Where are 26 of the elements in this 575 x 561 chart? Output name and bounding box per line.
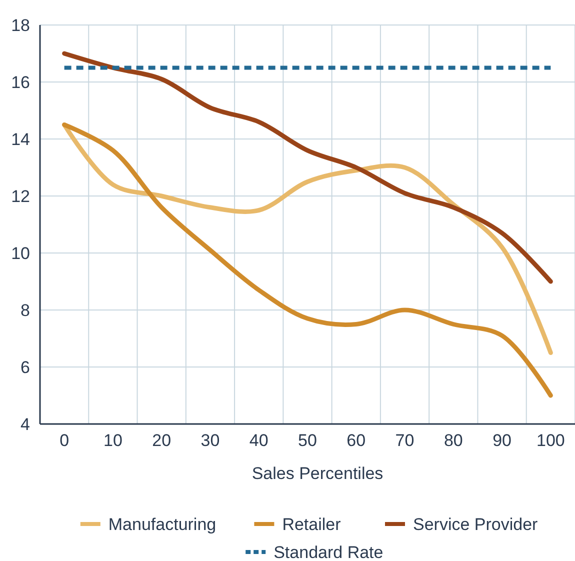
x-tick-label: 10: [103, 431, 122, 450]
legend-label: Retailer: [282, 514, 342, 534]
y-tick-label: 10: [11, 244, 30, 263]
y-tick-label: 16: [11, 72, 30, 92]
line-series: [62, 122, 553, 398]
legend-label: Manufacturing: [108, 514, 216, 534]
legend-label: Service Provider: [413, 514, 538, 534]
y-tick-label: 12: [11, 186, 30, 206]
x-tick-label: 70: [395, 431, 414, 450]
x-tick-label: 0: [60, 431, 70, 450]
line-series: [62, 51, 553, 284]
x-axis-title: Sales Percentiles: [252, 464, 384, 483]
x-tick-label: 80: [444, 431, 463, 450]
x-tick-label: 90: [492, 431, 512, 450]
y-tick-label: 8: [20, 300, 30, 320]
x-tick-label: 20: [152, 431, 172, 450]
x-tick-label: 100: [536, 431, 565, 450]
y-tick-label: 14: [11, 130, 30, 149]
x-tick-label: 40: [249, 431, 268, 450]
y-tick-label: 18: [11, 16, 30, 35]
x-tick-label: 50: [298, 431, 317, 450]
y-tick-label: 6: [20, 358, 30, 377]
y-tick-label: 4: [20, 414, 30, 434]
x-tick-label: 30: [200, 431, 220, 450]
x-tick-label: 60: [346, 431, 366, 450]
legend-label: Standard Rate: [274, 542, 384, 561]
